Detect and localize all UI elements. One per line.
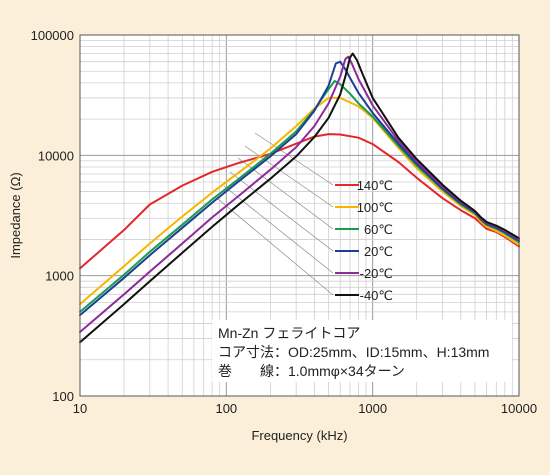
y-axis-title: Impedance (Ω) bbox=[8, 172, 23, 258]
x-tick-label: 10 bbox=[73, 401, 87, 416]
legend: 140℃ 100℃ 60℃ 20℃ -20℃ -40℃ bbox=[335, 178, 393, 303]
legend-label: -20℃ bbox=[360, 266, 393, 281]
annotation-line: Mn-Zn フェライトコア bbox=[218, 325, 360, 341]
series-line bbox=[79, 133, 520, 270]
x-tick-label: 100 bbox=[215, 401, 237, 416]
legend-label: 100℃ bbox=[357, 200, 393, 215]
annotation-box: Mn-Zn フェライトコア コア寸法：OD:25mm、ID:15mm、H:13m… bbox=[212, 320, 512, 382]
x-tick-label: 10000 bbox=[501, 401, 537, 416]
series-line bbox=[79, 96, 520, 306]
legend-label: 140℃ bbox=[357, 178, 393, 193]
series-lines bbox=[79, 52, 520, 344]
y-tick-label: 100 bbox=[52, 389, 74, 404]
legend-label: -40℃ bbox=[360, 288, 393, 303]
series-line bbox=[79, 52, 520, 344]
legend-label: 20℃ bbox=[364, 244, 393, 259]
y-tick-label: 10000 bbox=[38, 148, 74, 163]
annotation-line: 巻 線：1.0mmφ×34ターン bbox=[218, 363, 405, 379]
x-axis-title: Frequency (kHz) bbox=[251, 428, 347, 443]
x-tick-label: 1000 bbox=[358, 401, 387, 416]
legend-callout-line bbox=[217, 198, 334, 296]
plot-border bbox=[79, 34, 520, 397]
y-tick-label: 1000 bbox=[45, 269, 74, 284]
legend-callout-line bbox=[229, 171, 334, 252]
annotation-background bbox=[212, 320, 512, 382]
y-tick-label: 100000 bbox=[31, 28, 74, 43]
annotation-line: コア寸法：OD:25mm、ID:15mm、H:13mm bbox=[218, 344, 489, 360]
legend-label: 60℃ bbox=[364, 222, 393, 237]
